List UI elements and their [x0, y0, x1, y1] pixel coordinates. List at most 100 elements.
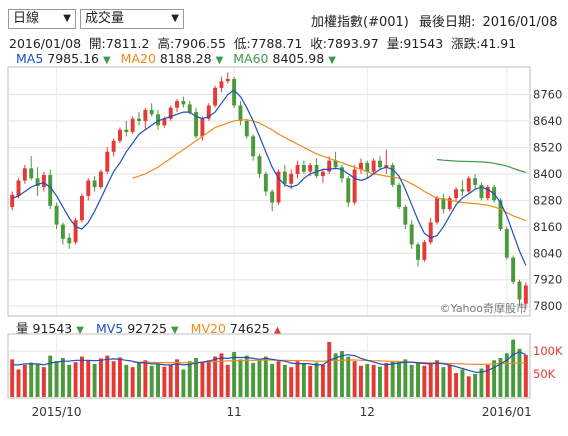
volume-tick-label: 50K [533, 367, 556, 381]
volume-bar [149, 365, 154, 397]
x-axis-label: 11 [226, 405, 241, 419]
volume-bar [200, 362, 205, 397]
volume-bar [485, 364, 490, 397]
volume-bar [194, 357, 199, 397]
candle-body [29, 168, 34, 179]
volume-bar [118, 357, 122, 397]
x-axis-label: 2016/01 [482, 405, 532, 419]
candle-body [67, 237, 72, 244]
volume-bar [301, 363, 306, 397]
volume-bar [67, 364, 72, 397]
candle-body [346, 178, 351, 203]
candle-body [314, 165, 319, 177]
candle-body [403, 206, 408, 225]
volume-bar [162, 366, 167, 397]
volume-bar [282, 364, 287, 397]
candle-body [435, 198, 440, 223]
volume-bar [371, 364, 376, 397]
period-select[interactable]: 日線 ▼ [8, 9, 76, 29]
volume-bar [244, 355, 249, 397]
candle-body [447, 198, 452, 210]
candle-body [118, 129, 122, 141]
chg-label: 漲跌: [451, 36, 481, 51]
volume-bar [333, 353, 338, 397]
volume-bar [327, 341, 332, 397]
candle-body [257, 156, 262, 174]
candle-body [339, 167, 344, 179]
volume-bar [48, 355, 53, 397]
last-date-label: 最後日期: [419, 15, 476, 30]
candle-body [54, 205, 59, 225]
volume-bar [251, 363, 256, 397]
volume-bar [41, 367, 46, 397]
open-label: 開: [89, 36, 106, 51]
quote-line: 2016/01/08 開:7811.2 高:7906.55 低:7788.71 … [9, 33, 516, 52]
candle-body [320, 171, 325, 177]
volume-bar [447, 364, 452, 397]
volume-bar [73, 362, 78, 397]
candle-body [378, 160, 382, 168]
close-value: 7893.97 [327, 36, 379, 51]
volume-bar [232, 351, 237, 397]
volume-bar [409, 364, 414, 397]
ma20-label: MA20 [120, 51, 156, 66]
candle-body [206, 105, 211, 119]
volume-bar [416, 363, 420, 397]
volume-bar [435, 360, 440, 397]
volume-bar [473, 374, 478, 397]
candle-body [200, 118, 205, 137]
volume-bar [358, 365, 363, 397]
volume-bar [365, 363, 370, 397]
x-axis-label: 2015/10 [32, 405, 82, 419]
candle-body [232, 79, 237, 106]
candle-body [219, 81, 224, 88]
candle-body [73, 220, 78, 243]
vol-label: 量: [386, 36, 404, 51]
ma20-value: 8188.28 [159, 51, 212, 66]
volume-bar [289, 367, 294, 397]
price-tick-label: 7800 [533, 299, 562, 313]
x-axis-label: 12 [360, 405, 375, 419]
candle-body [251, 136, 256, 157]
volume-bar [225, 364, 230, 397]
candle-body [308, 165, 313, 172]
volume-bar [143, 360, 148, 397]
volume-bar [295, 360, 300, 397]
volume-bar [479, 368, 484, 397]
price-tick-label: 8040 [533, 246, 562, 260]
volume-bar [187, 361, 192, 397]
volume-tick-label: 100K [533, 344, 563, 358]
volume-bar [320, 364, 325, 397]
candle-body [454, 189, 459, 199]
volume-bar [124, 364, 129, 397]
volume-bar [339, 351, 344, 397]
volume-bar [29, 362, 34, 397]
quote-date: 2016/01/08 [9, 36, 82, 51]
candle-body [365, 162, 370, 172]
price-tick-label: 8160 [533, 220, 562, 234]
candle-body [422, 242, 427, 260]
candle-body [130, 118, 135, 132]
candle-body [333, 160, 338, 168]
candle-body [181, 101, 186, 105]
indicator-select[interactable]: 成交量 ▼ [80, 9, 184, 29]
volume-bar [390, 361, 395, 397]
candle-body [517, 281, 522, 300]
volume-bar [466, 376, 471, 397]
chevron-down-icon: ▼ [171, 13, 179, 24]
candle-body [162, 118, 167, 126]
ma20-line [132, 119, 527, 222]
ma60-value: 8405.98 [272, 51, 325, 66]
open-value: 7811.2 [105, 36, 150, 51]
chg-value: 41.91 [480, 36, 517, 51]
candle-body [213, 87, 218, 106]
candle-body [466, 178, 471, 192]
candle-body [86, 180, 91, 196]
candle-body [48, 174, 53, 206]
volume-bar [422, 365, 427, 397]
volume-bar [111, 361, 116, 397]
volume-bar [454, 373, 459, 397]
price-panel-frame [7, 66, 531, 317]
volume-bar [98, 358, 103, 397]
